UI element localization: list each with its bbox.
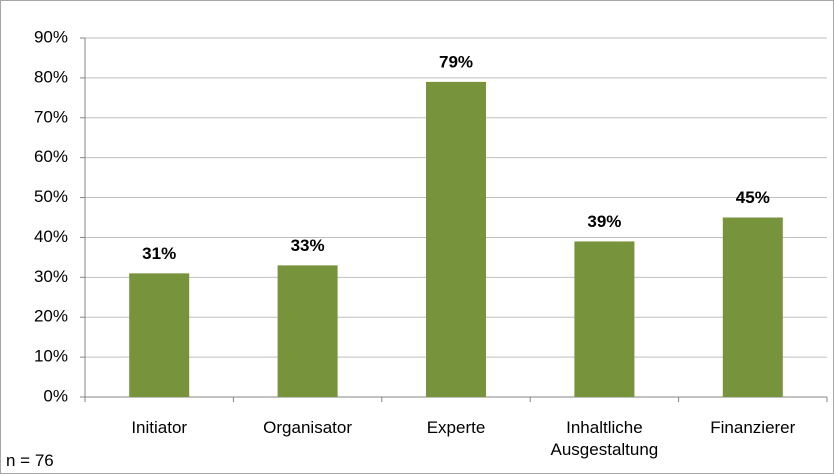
x-tick-label: Organisator <box>263 418 352 437</box>
bar <box>129 273 190 397</box>
y-tick-label: 20% <box>34 307 68 326</box>
bar <box>277 265 338 397</box>
data-label: 45% <box>736 188 770 207</box>
bar <box>722 217 783 397</box>
y-tick-label: 60% <box>34 147 68 166</box>
x-tick-label: Experte <box>426 418 486 437</box>
y-tick-label: 70% <box>34 107 68 126</box>
data-label: 33% <box>291 236 325 255</box>
bar <box>426 81 486 397</box>
y-tick-label: 50% <box>34 187 68 206</box>
y-tick-label: 80% <box>34 67 68 86</box>
data-label: 31% <box>142 244 176 263</box>
bar <box>574 241 635 397</box>
y-tick-label: 10% <box>34 347 68 366</box>
y-tick-label: 90% <box>34 27 68 46</box>
annotation: n = 76 <box>6 451 54 470</box>
data-label: 39% <box>587 212 621 231</box>
y-tick-label: 40% <box>34 227 68 246</box>
data-label: 79% <box>439 52 473 71</box>
x-tick-label: Finanzierer <box>710 418 796 437</box>
x-tick-label: Initiator <box>131 418 188 437</box>
x-tick-label: Inhaltliche Ausgestaltung <box>550 418 659 459</box>
y-tick-label: 0% <box>43 386 68 405</box>
y-tick-label: 30% <box>34 267 68 286</box>
